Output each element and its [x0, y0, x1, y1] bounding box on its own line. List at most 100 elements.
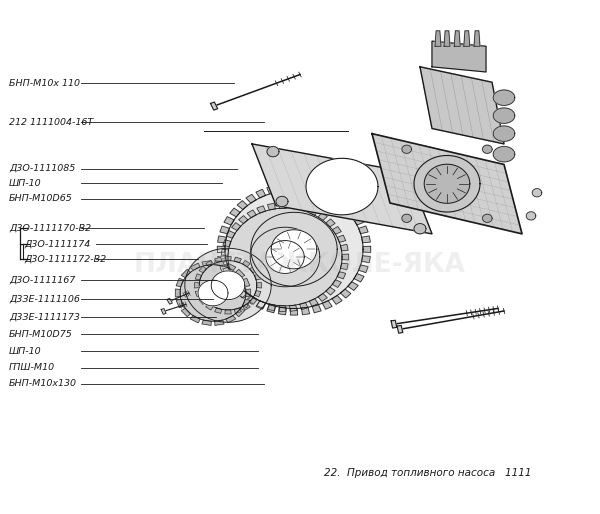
Polygon shape: [181, 269, 190, 278]
Polygon shape: [257, 283, 262, 288]
Polygon shape: [362, 256, 370, 263]
Polygon shape: [226, 316, 236, 323]
Polygon shape: [309, 208, 318, 215]
Polygon shape: [239, 216, 248, 224]
Polygon shape: [474, 31, 480, 46]
Polygon shape: [242, 261, 250, 267]
Polygon shape: [312, 305, 321, 313]
Polygon shape: [266, 241, 304, 273]
Polygon shape: [176, 299, 184, 308]
Polygon shape: [242, 278, 250, 287]
Text: ШП-10: ШП-10: [9, 346, 41, 356]
Polygon shape: [199, 266, 206, 273]
Polygon shape: [242, 299, 250, 308]
Polygon shape: [342, 254, 349, 260]
Text: БНП-М10х130: БНП-М10х130: [9, 379, 77, 389]
Polygon shape: [493, 108, 515, 123]
Polygon shape: [180, 265, 246, 321]
Polygon shape: [199, 298, 206, 304]
Polygon shape: [237, 200, 248, 210]
Polygon shape: [424, 164, 470, 203]
Polygon shape: [250, 227, 320, 287]
Polygon shape: [206, 304, 214, 310]
Text: 22.  Привод топливного насоса   1111: 22. Привод топливного насоса 1111: [324, 468, 532, 478]
Polygon shape: [482, 145, 492, 153]
Polygon shape: [202, 261, 211, 266]
Polygon shape: [211, 271, 245, 300]
Polygon shape: [493, 126, 515, 141]
Polygon shape: [202, 320, 211, 325]
Polygon shape: [302, 184, 310, 191]
Polygon shape: [225, 190, 363, 308]
Polygon shape: [226, 263, 236, 270]
Polygon shape: [175, 289, 180, 297]
Polygon shape: [532, 189, 542, 197]
Polygon shape: [267, 305, 276, 313]
Polygon shape: [176, 278, 184, 287]
Polygon shape: [194, 283, 199, 288]
Polygon shape: [181, 308, 190, 317]
Polygon shape: [217, 246, 225, 252]
Text: Д3O-1111172-В2: Д3O-1111172-В2: [24, 254, 106, 264]
Polygon shape: [414, 156, 480, 212]
Polygon shape: [279, 306, 286, 311]
Polygon shape: [309, 299, 318, 306]
Polygon shape: [232, 284, 241, 291]
Polygon shape: [276, 196, 288, 207]
Polygon shape: [211, 102, 218, 110]
Polygon shape: [237, 289, 248, 298]
Polygon shape: [228, 208, 342, 306]
Polygon shape: [226, 231, 235, 238]
Polygon shape: [326, 287, 335, 295]
Polygon shape: [354, 273, 364, 282]
Text: Д3ЗЕ-1111106: Д3ЗЕ-1111106: [9, 295, 80, 304]
Polygon shape: [454, 31, 460, 46]
Polygon shape: [220, 226, 229, 234]
Polygon shape: [414, 224, 426, 234]
Polygon shape: [318, 213, 327, 221]
Polygon shape: [526, 212, 536, 220]
Polygon shape: [221, 249, 229, 255]
Polygon shape: [340, 244, 348, 251]
Text: ПЛАНЕТАЖКОЛЕ-ЯКА: ПЛАНЕТАЖКОЛЕ-ЯКА: [134, 252, 466, 278]
Polygon shape: [397, 325, 403, 333]
Polygon shape: [230, 282, 240, 290]
Polygon shape: [256, 301, 266, 309]
Polygon shape: [223, 240, 231, 247]
Polygon shape: [185, 248, 271, 322]
Polygon shape: [161, 308, 166, 314]
Polygon shape: [236, 269, 245, 278]
Polygon shape: [299, 205, 308, 211]
Polygon shape: [247, 296, 256, 304]
Text: 212 1111004-16Т: 212 1111004-16Т: [9, 118, 93, 127]
Polygon shape: [215, 320, 224, 325]
Polygon shape: [372, 134, 522, 234]
Polygon shape: [405, 172, 417, 182]
Polygon shape: [444, 31, 450, 46]
Text: БНП-М10D75: БНП-М10D75: [9, 329, 73, 339]
Polygon shape: [493, 90, 515, 105]
Polygon shape: [290, 203, 297, 209]
Polygon shape: [251, 212, 337, 286]
Polygon shape: [326, 219, 335, 227]
Polygon shape: [267, 186, 276, 194]
Polygon shape: [254, 290, 261, 297]
Polygon shape: [239, 290, 248, 298]
Text: ШП-10: ШП-10: [9, 179, 41, 188]
Polygon shape: [257, 301, 265, 308]
Polygon shape: [340, 263, 348, 270]
Polygon shape: [432, 41, 486, 72]
Text: БНП-М10х 110: БНП-М10х 110: [9, 79, 80, 88]
Text: Д3O-1111085: Д3O-1111085: [9, 164, 75, 173]
Polygon shape: [256, 189, 266, 198]
Polygon shape: [278, 307, 286, 315]
Polygon shape: [348, 208, 358, 217]
Polygon shape: [340, 289, 351, 298]
Text: БНП-М10D65: БНП-М10D65: [9, 194, 73, 204]
Polygon shape: [247, 210, 256, 218]
Polygon shape: [268, 304, 275, 310]
Polygon shape: [322, 301, 332, 309]
Polygon shape: [359, 226, 368, 234]
Polygon shape: [220, 265, 229, 272]
Polygon shape: [279, 203, 286, 208]
